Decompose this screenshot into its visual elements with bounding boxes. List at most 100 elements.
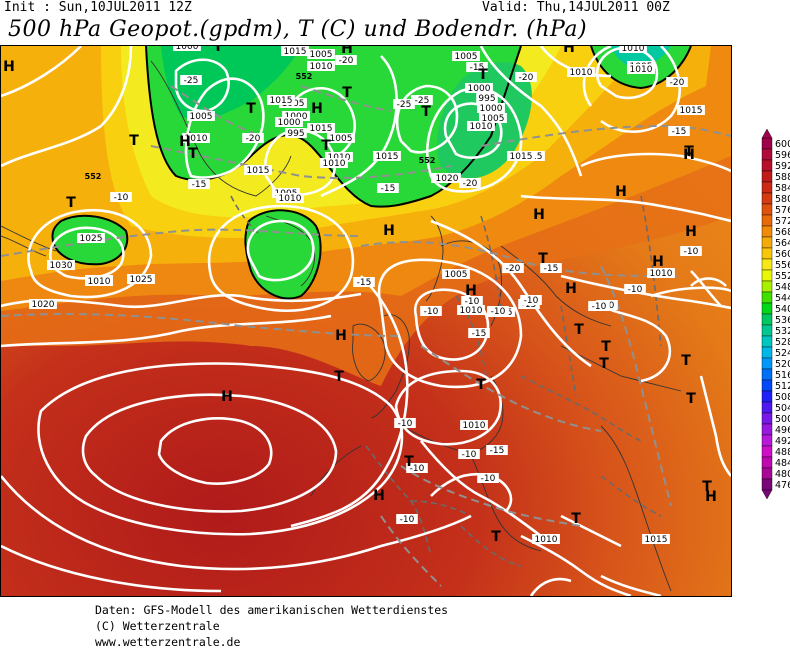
high-pressure-marker: H bbox=[3, 59, 15, 75]
pressure-label: 1010 bbox=[650, 269, 673, 279]
legend-label: 576 bbox=[775, 205, 790, 216]
pressure-label: 995 bbox=[478, 94, 495, 104]
legend-label: 560 bbox=[775, 249, 790, 260]
legend-label: 488 bbox=[775, 447, 790, 458]
pressure-label: 1025 bbox=[80, 234, 103, 244]
legend-cell bbox=[761, 313, 773, 326]
temperature-label-box bbox=[477, 473, 499, 483]
temperature-label: -15 bbox=[192, 180, 207, 190]
pressure-label-box bbox=[327, 133, 355, 143]
temperature-label: -10 bbox=[592, 302, 607, 312]
legend-label: 580 bbox=[775, 194, 790, 205]
pressure-label-box bbox=[29, 299, 57, 309]
legend-label: 504 bbox=[775, 403, 790, 414]
pressure-label: 1000 bbox=[480, 104, 503, 114]
pressure-label: 1010 bbox=[88, 277, 111, 287]
pressure-label: 1010 bbox=[470, 122, 493, 132]
pressure-label: 995 bbox=[287, 129, 304, 139]
legend-cell bbox=[761, 236, 773, 249]
low-pressure-marker: T bbox=[601, 339, 611, 355]
temperature-label: -10 bbox=[114, 193, 129, 203]
temperature-label: -10 bbox=[398, 419, 413, 429]
legend-label: 484 bbox=[775, 458, 790, 469]
temperature-label: -10 bbox=[628, 285, 643, 295]
low-pressure-marker: T bbox=[213, 46, 223, 55]
temperature-label-box bbox=[420, 306, 442, 316]
pressure-label-box bbox=[467, 121, 495, 131]
pressure-label-box bbox=[267, 95, 295, 105]
legend-cell bbox=[761, 390, 773, 403]
pressure-label-box bbox=[281, 46, 309, 56]
temperature-label: -10 bbox=[400, 515, 415, 525]
legend-cell bbox=[761, 412, 773, 425]
pressure-label-box bbox=[433, 173, 461, 183]
low-pressure-marker: T bbox=[476, 377, 486, 393]
pressure-label: 1010 bbox=[323, 159, 346, 169]
pressure-label: 1000 bbox=[468, 84, 491, 94]
legend-label: 508 bbox=[775, 392, 790, 403]
high-pressure-marker: H bbox=[373, 488, 385, 504]
high-pressure-marker-layer: H H H H H H H H H H H H H H H H H bbox=[3, 46, 717, 505]
temperature-label: -15 bbox=[381, 184, 396, 194]
pressure-label: 1015 bbox=[645, 535, 668, 545]
pressure-label-box bbox=[677, 105, 705, 115]
temperature-label-box bbox=[520, 295, 542, 305]
legend-cell bbox=[761, 335, 773, 348]
legend-arrow-down-icon bbox=[761, 489, 773, 500]
temperature-label-box bbox=[394, 418, 416, 428]
low-pressure-marker: T bbox=[684, 144, 694, 160]
pressure-label-layer: 1000100510101015100510009951000100510101… bbox=[29, 46, 705, 545]
trough-south bbox=[245, 210, 321, 299]
contour-552-west bbox=[51, 214, 129, 266]
low-pressure-marker: T bbox=[538, 251, 548, 267]
temperature-label-box bbox=[110, 192, 132, 202]
legend-cell bbox=[761, 302, 773, 315]
temperature-label-box bbox=[540, 263, 562, 273]
pressure-label: 1005 bbox=[310, 50, 333, 60]
temperature-label: -10 bbox=[684, 247, 699, 257]
temperature-label: -10 bbox=[462, 450, 477, 460]
pressure-label: 1010 bbox=[310, 62, 333, 72]
low-pressure-marker: T bbox=[188, 146, 198, 162]
pressure-label-box bbox=[457, 305, 485, 315]
high-pressure-marker: H bbox=[335, 328, 347, 344]
legend-cell bbox=[761, 324, 773, 337]
legend-label: 492 bbox=[775, 436, 790, 447]
pressure-label: 1010 bbox=[622, 46, 645, 54]
temperature-label-box bbox=[411, 95, 433, 105]
legend-cell bbox=[761, 247, 773, 260]
temperature-label: -20 bbox=[670, 78, 685, 88]
legend-cell bbox=[761, 291, 773, 304]
pressure-label: 1005 bbox=[190, 112, 213, 122]
high-pressure-marker: H bbox=[565, 281, 577, 297]
pressure-label-box bbox=[285, 128, 307, 138]
pressure-label: 1010 bbox=[630, 65, 653, 75]
legend-cell bbox=[761, 368, 773, 381]
temperature-label: -20 bbox=[463, 179, 478, 189]
high-pressure-marker: H bbox=[652, 254, 664, 270]
low-pressure-marker: T bbox=[491, 529, 501, 545]
pressure-label: 1030 bbox=[50, 261, 73, 271]
pressure-label-box bbox=[477, 103, 505, 113]
legend-label: 516 bbox=[775, 370, 790, 381]
legend-label: 540 bbox=[775, 304, 790, 315]
temperature-label-box bbox=[624, 284, 646, 294]
legend-cell bbox=[761, 423, 773, 436]
pressure-label: 1015 bbox=[247, 166, 270, 176]
legend-label: 552 bbox=[775, 271, 790, 282]
temperature-label: -15 bbox=[490, 446, 505, 456]
high-pressure-marker: H bbox=[533, 207, 545, 223]
geopotential-contour-label: 552 bbox=[296, 72, 313, 81]
pressure-label: 1010 bbox=[463, 421, 486, 431]
temperature-label-box bbox=[353, 277, 375, 287]
high-pressure-marker: H bbox=[383, 223, 395, 239]
legend-cell bbox=[761, 148, 773, 161]
temperature-label: -20 bbox=[246, 134, 261, 144]
temperature-label-box bbox=[668, 126, 690, 136]
legend-label: 600 bbox=[775, 139, 790, 150]
low-pressure-marker: T bbox=[681, 353, 691, 369]
pressure-label-box bbox=[85, 276, 113, 286]
temperature-label: -20 bbox=[506, 264, 521, 274]
legend-cell bbox=[761, 181, 773, 194]
temperature-label: -10 bbox=[410, 464, 425, 474]
